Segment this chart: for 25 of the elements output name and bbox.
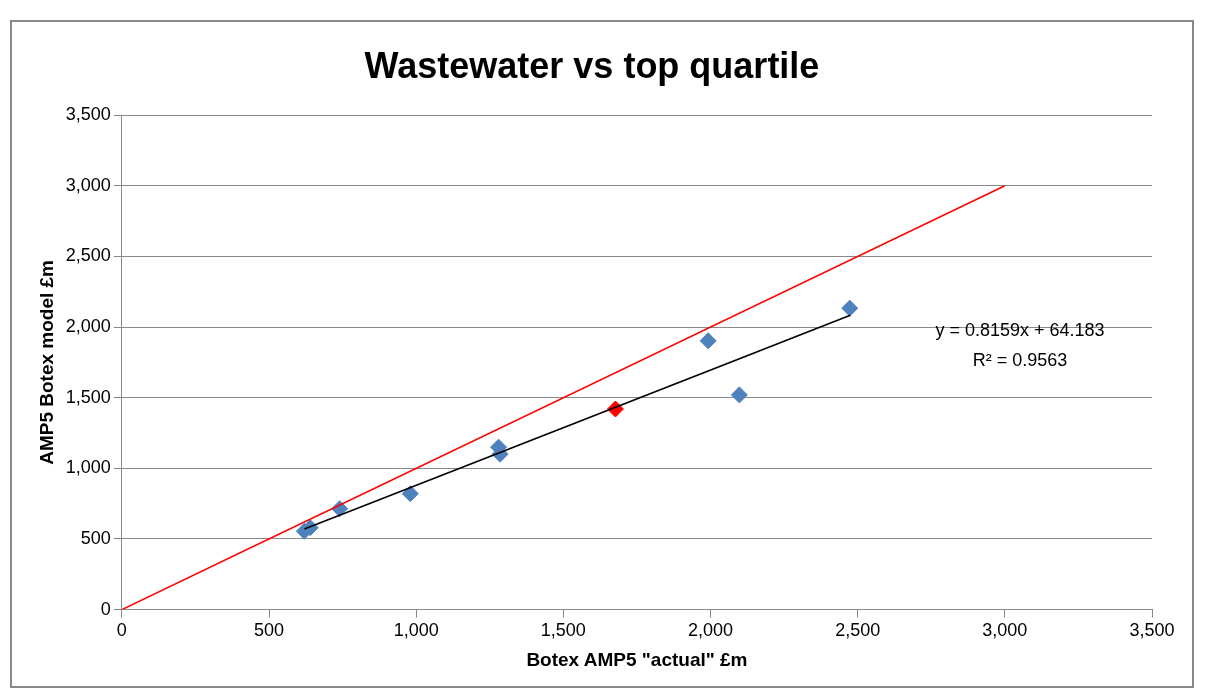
annotation: y = 0.8159x + 64.183 <box>935 320 1105 341</box>
y-tick-label: 3,000 <box>65 174 111 195</box>
y-axis-title: AMP5 Botex model £m <box>35 259 57 465</box>
x-tick-label: 2,000 <box>687 620 734 641</box>
point <box>699 332 717 350</box>
point <box>401 485 419 503</box>
y-tick-label: 1,000 <box>65 457 111 478</box>
x-tick-label: 1,000 <box>393 620 439 641</box>
point <box>841 299 859 317</box>
y-tick-label: 2,500 <box>65 245 111 266</box>
x-tick-label: 2,500 <box>835 620 881 641</box>
y-tick-label: 2,000 <box>65 316 111 337</box>
x-tick-label: 3,000 <box>982 620 1028 641</box>
x-axis-title: Botex AMP5 "actual" £m <box>526 648 748 670</box>
x-tick-label: 500 <box>253 620 285 641</box>
y-tick-label: 500 <box>80 527 111 548</box>
y-tick-label: 0 <box>100 598 111 619</box>
y-tick-label: 3,500 <box>65 104 111 125</box>
x-tick-label: 0 <box>116 620 127 641</box>
chart-title: Wastewater vs top quartile <box>364 44 820 86</box>
annotation: R² = 0.9563 <box>972 350 1068 371</box>
y-tick-label: 1,500 <box>65 386 111 407</box>
point <box>730 386 748 404</box>
x-tick-label: 1,500 <box>540 620 586 641</box>
x-tick-label: 3,500 <box>1129 620 1175 641</box>
